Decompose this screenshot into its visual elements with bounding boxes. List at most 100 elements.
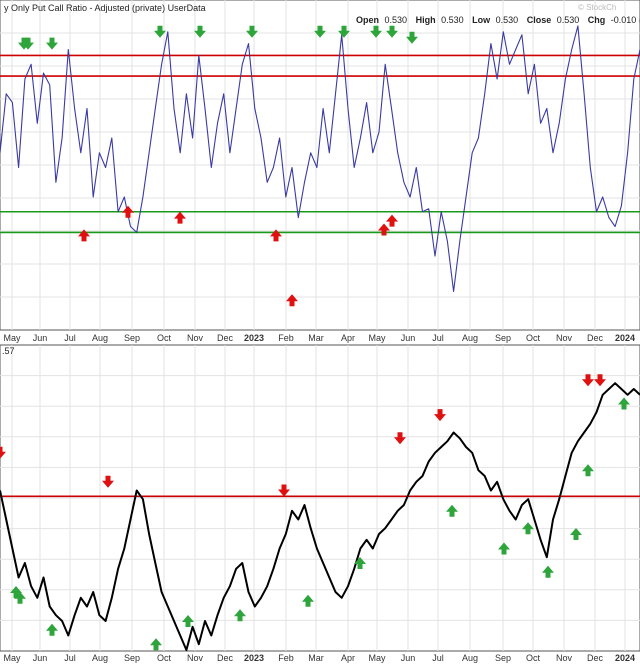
ratio-x-tick-label-12: May: [368, 333, 386, 343]
ratio-x-tick-label-11: Apr: [341, 333, 355, 343]
price-series: [0, 382, 640, 651]
price-red-down-arrow-6: [594, 374, 606, 387]
ratio-x-axis: May Jun Jul Aug Sep Oct Nov Dec 2023 Feb Mar Apr May…: [3, 333, 635, 343]
price-red-down-arrow-5: [582, 374, 594, 387]
price-x-tick-label-13: Jun: [401, 653, 416, 663]
ratio-green-down-arrow-6: [314, 25, 326, 38]
ratio-x-tick-label-10: Mar: [308, 333, 324, 343]
price-x-tick-label-5: Oct: [157, 653, 172, 663]
ratio-x-tick-label-0: May: [3, 333, 21, 343]
ratio-series: [0, 25, 640, 292]
chg-label: Chg: [588, 15, 606, 25]
ratio-x-tick-label-14: Jul: [432, 333, 444, 343]
ratio-x-tick-label-15: Aug: [462, 333, 478, 343]
price-panel-label: .57: [2, 346, 15, 356]
price-red-down-arrow-4: [434, 409, 446, 422]
price-x-tick-label-18: Nov: [556, 653, 573, 663]
price-x-tick-label-9: Feb: [278, 653, 294, 663]
price-green-up-arrow-3: [150, 638, 162, 651]
ratio-x-tick-label-16: Sep: [495, 333, 511, 343]
ratio-x-tick-label-7: Dec: [217, 333, 234, 343]
ratio-x-tick-label-17: Oct: [526, 333, 541, 343]
price-x-tick-label-4: Sep: [124, 653, 140, 663]
price-x-tick-label-17: Oct: [526, 653, 541, 663]
price-green-up-arrow-12: [570, 528, 582, 540]
price-series-line: [0, 382, 640, 651]
ratio-panel: y Only Put Call Ratio - Adjusted (privat…: [0, 0, 640, 331]
ratio-green-down-arrow-4: [194, 25, 206, 38]
price-red-down-arrow-0: [0, 446, 6, 459]
price-gridlines: [0, 345, 640, 651]
price-x-tick-label-10: Mar: [308, 653, 324, 663]
price-green-up-arrow-4: [182, 615, 194, 627]
watermark: © StockCh: [578, 3, 616, 12]
high-label: High: [416, 15, 436, 25]
ratio-x-tick-label-4: Sep: [124, 333, 140, 343]
price-green-up-arrow-8: [446, 504, 458, 517]
price-x-tick-label-16: Sep: [495, 653, 511, 663]
price-green-up-arrow-5: [234, 609, 246, 622]
ohlc-readout: Open 0.530 High 0.530 Low 0.530 Close 0.…: [356, 15, 640, 25]
ratio-green-down-arrow-1: [22, 37, 34, 50]
price-x-tick-label-8: 2023: [244, 653, 264, 663]
price-x-tick-label-12: May: [368, 653, 386, 663]
ratio-red-up-arrow-0: [78, 229, 90, 242]
price-x-tick-label-19: Dec: [587, 653, 604, 663]
chart-title: y Only Put Call Ratio - Adjusted (privat…: [4, 3, 206, 13]
ratio-x-tick-label-3: Aug: [92, 333, 108, 343]
price-red-down-arrow-2: [278, 484, 290, 497]
chg-value: -0.010 (-: [611, 15, 640, 25]
price-panel: .57: [0, 344, 640, 652]
ratio-green-down-arrow-7: [338, 25, 350, 38]
price-green-up-arrow-14: [618, 397, 630, 410]
price-x-axis: May Jun Jul Aug Sep Oct Nov Dec 2023 Feb Mar Apr May…: [3, 653, 635, 663]
ratio-x-tick-label-19: Dec: [587, 333, 604, 343]
ratio-green-down-arrow-8: [370, 25, 382, 38]
ratio-x-tick-label-13: Jun: [401, 333, 416, 343]
price-x-tick-label-14: Jul: [432, 653, 444, 663]
ratio-header: y Only Put Call Ratio - Adjusted (privat…: [4, 3, 640, 25]
ratio-signal-arrows: [18, 25, 418, 307]
price-green-up-arrow-6: [302, 594, 314, 607]
ratio-x-tick-label-9: Feb: [278, 333, 294, 343]
open-value: 0.530: [385, 15, 408, 25]
price-green-up-arrow-9: [498, 542, 510, 555]
ratio-x-tick-label-6: Nov: [187, 333, 204, 343]
ratio-green-down-arrow-9: [386, 25, 398, 38]
ratio-green-down-arrow-5: [246, 25, 258, 38]
close-label: Close: [527, 15, 552, 25]
ratio-x-tick-label-5: Oct: [157, 333, 172, 343]
ratio-x-tick-label-20: 2024: [615, 333, 635, 343]
price-x-tick-label-11: Apr: [341, 653, 355, 663]
ratio-green-down-arrow-3: [154, 25, 166, 38]
price-green-up-arrow-13: [582, 464, 594, 477]
price-x-tick-label-7: Dec: [217, 653, 234, 663]
price-x-tick-label-0: May: [3, 653, 21, 663]
price-green-up-arrow-7: [354, 557, 366, 569]
ratio-x-tick-label-1: Jun: [33, 333, 48, 343]
ratio-x-tick-label-8: 2023: [244, 333, 264, 343]
price-x-tick-label-6: Nov: [187, 653, 204, 663]
ratio-x-tick-label-2: Jul: [64, 333, 76, 343]
open-label: Open: [356, 15, 379, 25]
price-x-tick-label-1: Jun: [33, 653, 48, 663]
ratio-red-up-arrow-6: [386, 214, 398, 227]
ratio-x-tick-label-18: Nov: [556, 333, 573, 343]
price-red-down-arrow-1: [102, 475, 114, 488]
ratio-red-up-arrow-5: [378, 223, 390, 236]
ratio-green-down-arrow-10: [406, 31, 418, 44]
ratio-green-down-arrow-2: [46, 37, 58, 50]
ratio-series-line: [0, 25, 640, 292]
low-value: 0.530: [496, 15, 519, 25]
price-green-up-arrow-10: [522, 522, 534, 535]
price-green-up-arrow-11: [542, 565, 554, 578]
price-x-tick-label-3: Aug: [92, 653, 108, 663]
price-x-tick-label-15: Aug: [462, 653, 478, 663]
price-green-up-arrow-2: [46, 623, 58, 636]
ratio-reference-lines: [0, 54, 640, 234]
ratio-red-up-arrow-1: [122, 205, 134, 218]
ratio-red-up-arrow-4: [286, 294, 298, 307]
low-label: Low: [472, 15, 491, 25]
price-x-tick-label-2: Jul: [64, 653, 76, 663]
